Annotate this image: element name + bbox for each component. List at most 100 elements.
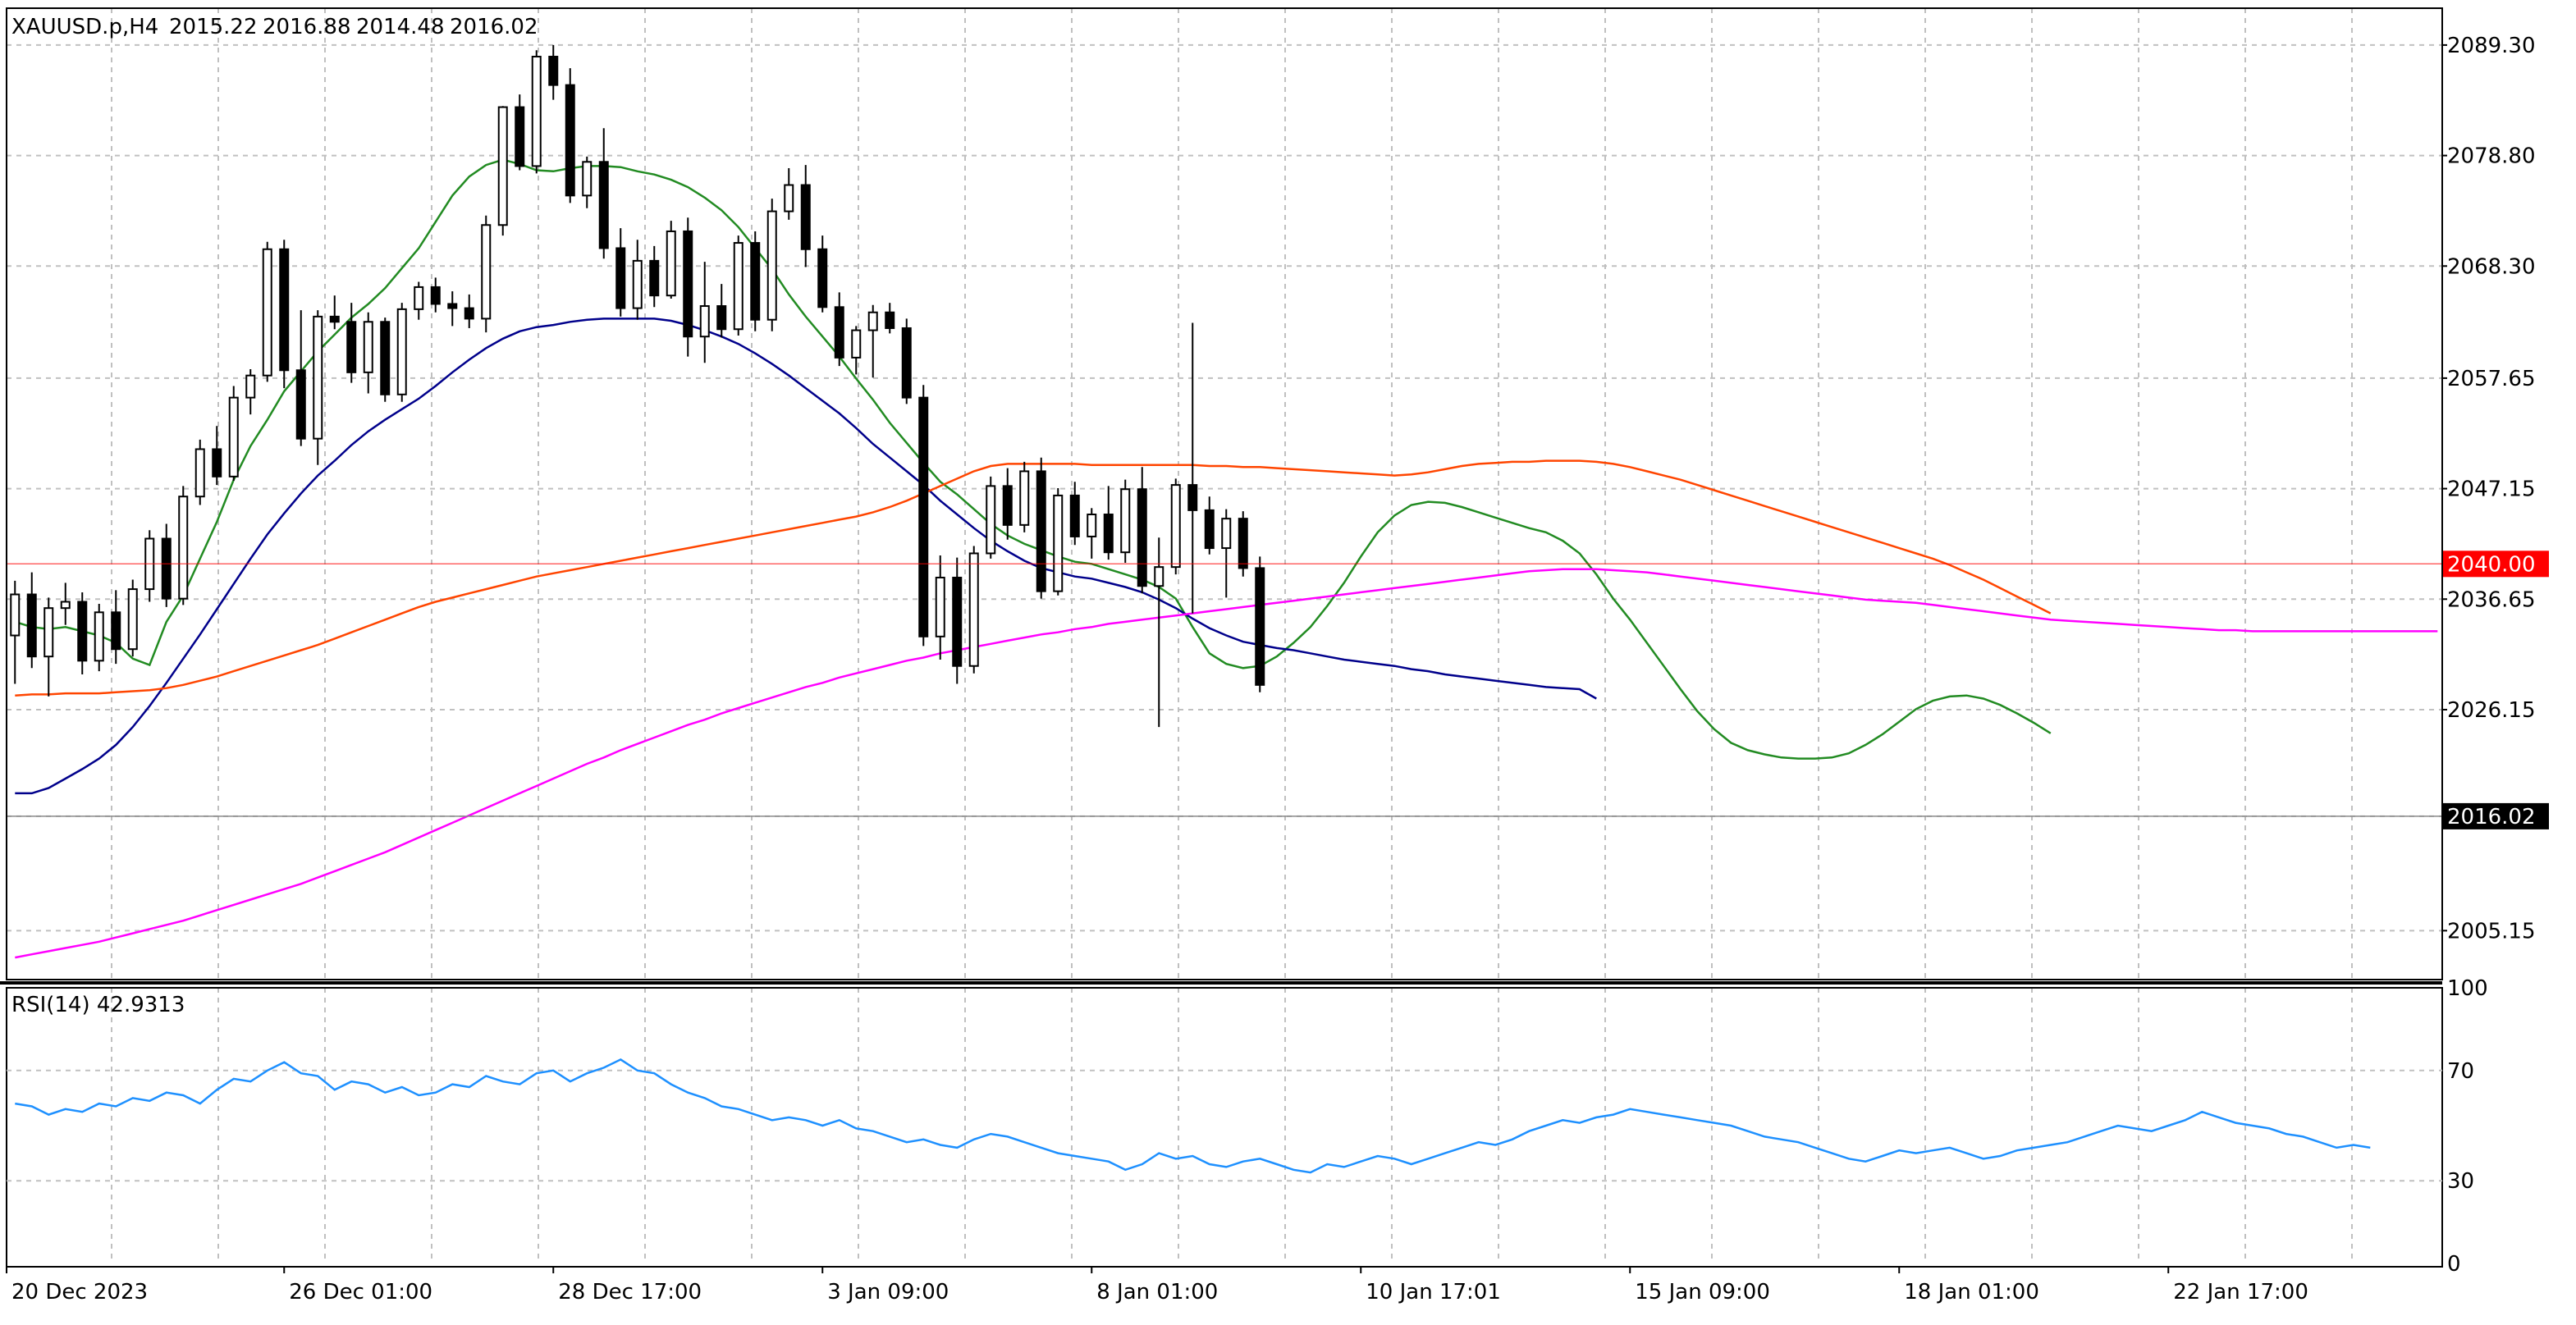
price-tick-label: 2057.65 — [2447, 367, 2536, 391]
candle-body — [364, 322, 373, 372]
candle-body — [1121, 489, 1129, 552]
candle-body — [280, 249, 288, 371]
candle-body — [785, 185, 793, 212]
candle-body — [885, 313, 894, 328]
candle-body — [1020, 471, 1028, 524]
candle-body — [515, 107, 524, 167]
candle-body — [297, 370, 305, 438]
time-tick-label: 26 Dec 01:00 — [289, 1280, 432, 1304]
candle-body — [1222, 519, 1230, 548]
candle-body — [869, 313, 877, 331]
price-tick-label: 2005.15 — [2447, 919, 2536, 943]
candle-body — [701, 306, 709, 336]
candle-body — [213, 449, 221, 476]
ohlc-open: 2015.22 — [169, 15, 258, 39]
candle-body — [802, 185, 810, 249]
candle-body — [566, 85, 574, 196]
candle-body — [129, 589, 137, 649]
candle-body — [1105, 514, 1113, 552]
candle-body — [465, 308, 474, 319]
candle-body — [1071, 496, 1079, 537]
candle-body — [751, 243, 759, 320]
ohlc-close: 2016.02 — [450, 15, 538, 39]
level-price-label: 2040.00 — [2447, 552, 2536, 577]
candle-body — [44, 608, 53, 656]
candle-body — [398, 309, 406, 395]
ohlc-low: 2014.48 — [356, 15, 445, 39]
rsi-label: RSI(14) 42.9313 — [11, 993, 185, 1017]
candle-body — [903, 328, 911, 398]
candle-body — [650, 261, 658, 295]
candle-body — [717, 306, 725, 329]
candle-body — [600, 162, 608, 248]
candle-body — [533, 57, 541, 166]
candle-body — [11, 595, 19, 636]
price-tick-label: 2026.15 — [2447, 698, 2536, 723]
candle-body — [1172, 485, 1180, 567]
price-tick-label: 2036.65 — [2447, 587, 2536, 612]
price-tick-label: 2047.15 — [2447, 477, 2536, 502]
time-tick-label: 10 Jan 17:01 — [1366, 1280, 1501, 1304]
candle-body — [1138, 489, 1146, 586]
time-tick-label: 3 Jan 09:00 — [827, 1280, 949, 1304]
candle-body — [179, 496, 187, 598]
current-price-label: 2016.02 — [2447, 805, 2536, 829]
time-tick-label: 18 Jan 01:00 — [1904, 1280, 2039, 1304]
time-tick-label: 28 Dec 17:00 — [558, 1280, 702, 1304]
candle-body — [95, 612, 103, 660]
rsi-tick-label: 70 — [2447, 1059, 2474, 1084]
candle-body — [313, 317, 322, 439]
candle-body — [162, 539, 171, 599]
rsi-tick-label: 100 — [2447, 976, 2488, 1001]
candle-body — [331, 317, 339, 322]
candle-body — [1256, 568, 1264, 684]
chart-title: XAUUSD.p,H4 — [11, 15, 158, 39]
candle-body — [263, 249, 272, 376]
candle-body — [432, 287, 440, 304]
candle-body — [970, 553, 978, 665]
candle-body — [28, 595, 36, 657]
candle-body — [835, 307, 844, 358]
time-tick-label: 15 Jan 09:00 — [1635, 1280, 1770, 1304]
candle-body — [667, 231, 675, 295]
candle-body — [986, 486, 995, 553]
candle-body — [936, 578, 945, 637]
candle-body — [583, 162, 591, 195]
candle-body — [768, 212, 776, 320]
candle-body — [953, 578, 961, 666]
candle-body — [381, 322, 389, 395]
candle-body — [1239, 519, 1247, 568]
time-tick-label: 22 Jan 17:00 — [2173, 1280, 2308, 1304]
candle-body — [246, 376, 254, 398]
candle-body — [852, 331, 860, 358]
candle-body — [1004, 486, 1012, 524]
candle-body — [1155, 567, 1163, 586]
candle-body — [734, 243, 743, 329]
candle-body — [549, 57, 557, 85]
candle-body — [818, 249, 826, 308]
candle-body — [1054, 496, 1062, 592]
candle-body — [62, 601, 70, 608]
candle-body — [347, 322, 355, 372]
price-tick-label: 2068.30 — [2447, 254, 2536, 279]
candle-body — [1188, 485, 1196, 510]
price-tick-label: 2078.80 — [2447, 144, 2536, 169]
candle-body — [482, 225, 490, 318]
rsi-tick-label: 30 — [2447, 1169, 2474, 1194]
price-tick-label: 2089.30 — [2447, 34, 2536, 58]
ohlc-high: 2016.88 — [263, 15, 351, 39]
candle-body — [616, 248, 625, 308]
candle-body — [414, 287, 423, 309]
time-tick-label: 8 Jan 01:00 — [1096, 1280, 1218, 1304]
time-tick-label: 20 Dec 2023 — [11, 1280, 148, 1304]
candle-body — [1037, 471, 1045, 591]
candle-body — [78, 601, 86, 660]
candle-body — [112, 612, 120, 649]
candle-body — [1206, 510, 1214, 548]
candle-body — [230, 398, 238, 477]
candle-body — [196, 449, 204, 496]
candle-body — [919, 398, 927, 637]
